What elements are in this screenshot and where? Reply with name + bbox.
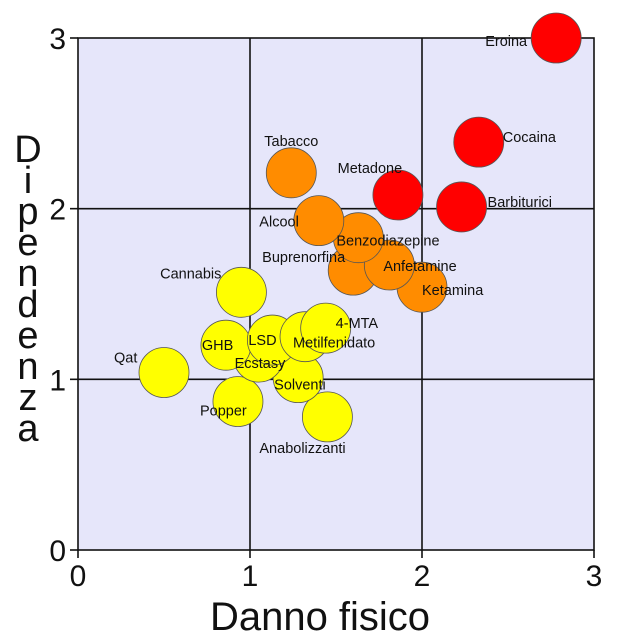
label-ghb: GHB bbox=[202, 338, 233, 354]
label-barbiturici: Barbiturici bbox=[488, 195, 552, 211]
label-ketamina: Ketamina bbox=[422, 283, 484, 299]
x-axis-label: Danno fisico bbox=[210, 595, 430, 639]
label-metilfenidato: Metilfenidato bbox=[293, 336, 375, 352]
label-tabacco: Tabacco bbox=[264, 134, 318, 150]
point-alcool bbox=[293, 195, 345, 247]
point-4-mta bbox=[300, 302, 352, 354]
label-buprenorfina: Buprenorfina bbox=[262, 250, 346, 266]
label-lsd: LSD bbox=[248, 333, 276, 349]
label-benzodiazepine: Benzodiazepine bbox=[336, 234, 439, 250]
label-popper: Popper bbox=[200, 404, 247, 420]
y-tick-label: 3 bbox=[49, 23, 66, 56]
point-anabolizzanti bbox=[301, 391, 353, 443]
point-barbiturici bbox=[436, 181, 487, 233]
point-labels: Eroina Cocaina Barbiturici Metadone Alcool Ke… bbox=[114, 34, 557, 457]
point-popper bbox=[212, 376, 264, 427]
label-anabolizzanti: Anabolizzanti bbox=[259, 441, 345, 457]
x-tick-label: 3 bbox=[586, 560, 603, 593]
y-tick-label: 2 bbox=[49, 194, 66, 227]
label-solventi: Solventi bbox=[274, 378, 326, 394]
y-tick-label: 0 bbox=[49, 535, 66, 568]
point-cocaina bbox=[453, 116, 505, 168]
point-tabacco bbox=[265, 147, 317, 199]
label-ecstasy: Ecstasy bbox=[235, 356, 287, 372]
x-tick-labels: 0 1 2 3 bbox=[70, 560, 603, 593]
y-tick-labels: 0 1 2 3 bbox=[49, 23, 66, 568]
point-metadone bbox=[372, 169, 424, 221]
point-cannabis bbox=[215, 266, 267, 318]
label-4-mta: 4-MTA bbox=[336, 316, 379, 332]
y-tick-label: 1 bbox=[49, 364, 66, 397]
label-qat: Qat bbox=[114, 351, 137, 367]
label-cannabis: Cannabis bbox=[160, 266, 221, 282]
x-tick-label: 2 bbox=[414, 560, 431, 593]
label-metadone: Metadone bbox=[338, 161, 403, 177]
data-points bbox=[138, 12, 582, 443]
label-anfetamine: Anfetamine bbox=[383, 259, 456, 275]
x-tick-label: 1 bbox=[242, 560, 259, 593]
point-qat bbox=[138, 347, 190, 398]
label-alcool: Alcool bbox=[259, 215, 299, 231]
x-tick-label: 0 bbox=[70, 560, 87, 593]
point-eroina bbox=[530, 12, 582, 64]
plot-area bbox=[77, 37, 595, 551]
label-cocaina: Cocaina bbox=[503, 130, 557, 146]
label-eroina: Eroina bbox=[485, 34, 528, 50]
